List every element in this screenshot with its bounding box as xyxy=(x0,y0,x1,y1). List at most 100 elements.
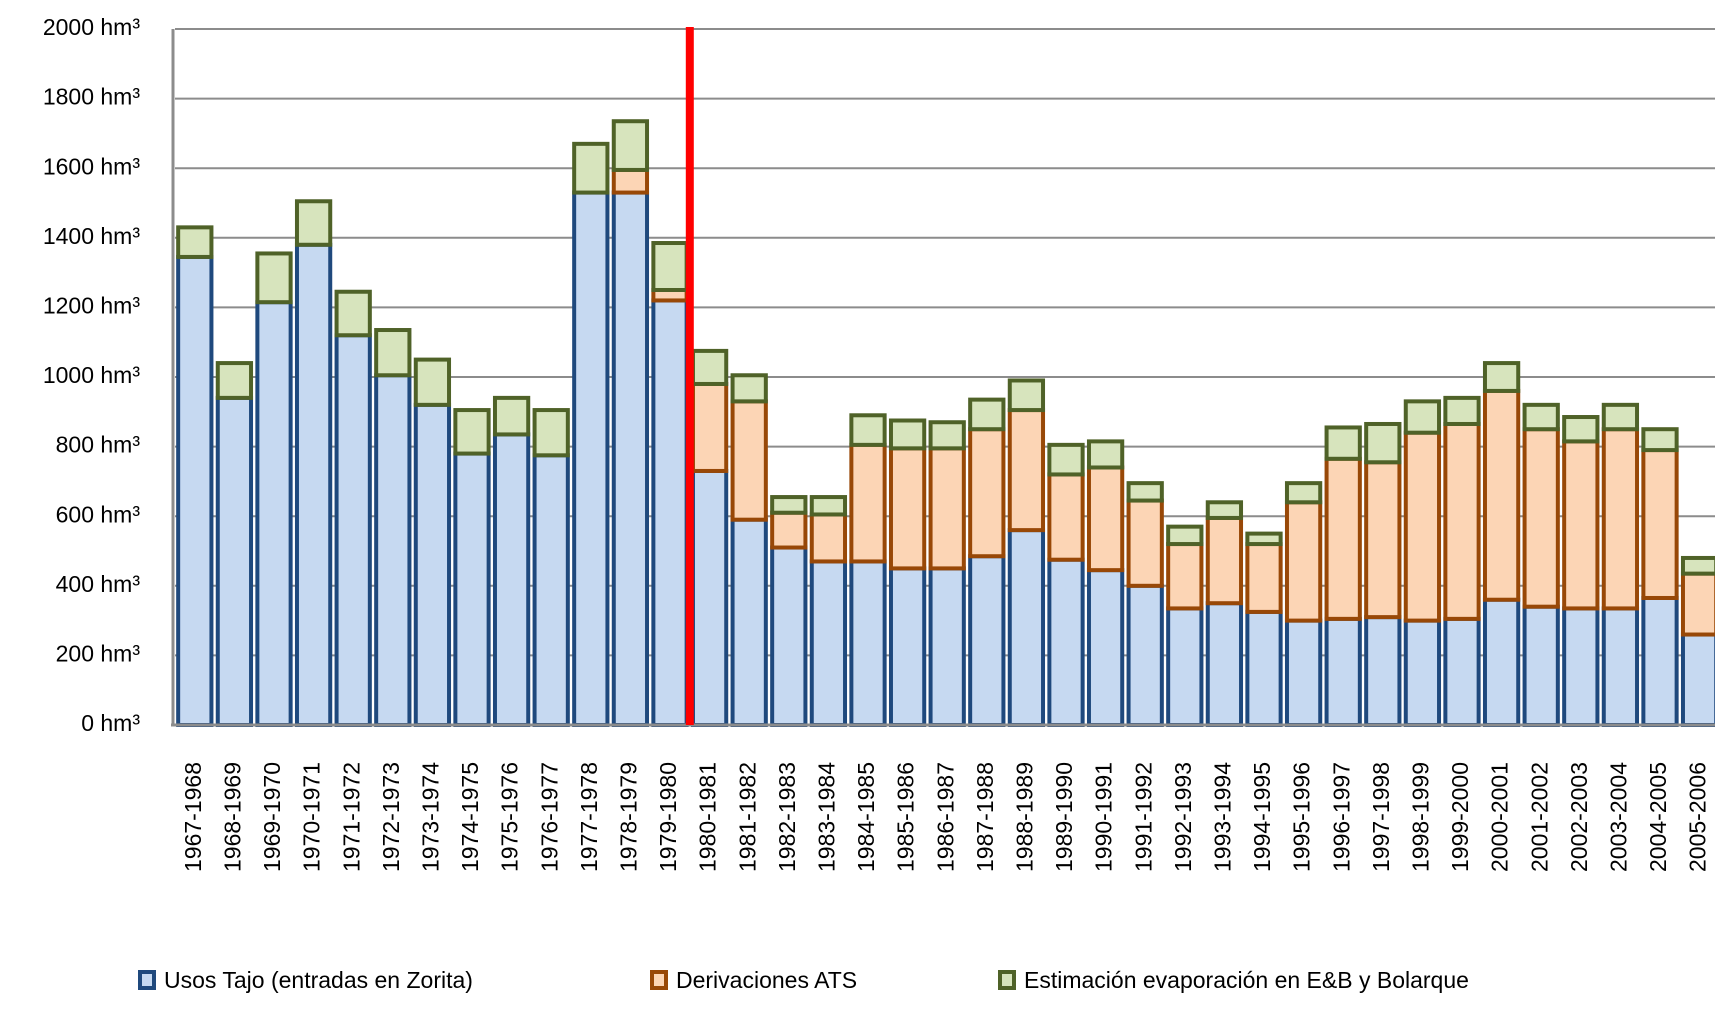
x-tick-label: 1996-1997 xyxy=(1328,762,1354,872)
bar-segment xyxy=(1403,430,1442,623)
y-tick-label: 1400 hm³ xyxy=(43,223,141,249)
bar-segment xyxy=(1086,568,1125,728)
y-tick-label: 200 hm³ xyxy=(56,640,141,666)
bar-segment xyxy=(255,300,293,727)
bar-segment xyxy=(1443,616,1481,727)
bar-segment xyxy=(176,254,214,727)
x-tick-label: 2003-2004 xyxy=(1605,762,1631,872)
bar-segment xyxy=(1641,448,1679,600)
y-tick-label: 0 hm³ xyxy=(81,710,140,736)
bar-segment xyxy=(928,566,966,728)
y-tick-label: 800 hm³ xyxy=(56,432,141,458)
x-tick-label: 1973-1974 xyxy=(417,762,443,872)
bar-segment xyxy=(492,395,531,437)
x-tick-label: 1981-1982 xyxy=(734,762,760,872)
bar-segment xyxy=(1562,606,1600,727)
bar-segment xyxy=(809,495,848,517)
bar-segment xyxy=(215,395,254,727)
bar-segment xyxy=(492,432,531,727)
bar-segment xyxy=(770,545,808,728)
x-tick-label: 1982-1983 xyxy=(774,762,800,872)
x-tick-label: 1986-1987 xyxy=(932,762,958,872)
x-tick-label: 1974-1975 xyxy=(457,762,483,872)
bar-segment xyxy=(1601,606,1640,727)
bar-segment xyxy=(532,453,570,727)
bar-segment xyxy=(334,289,372,338)
bar-segment xyxy=(1007,408,1046,533)
bar-segment xyxy=(968,554,1006,727)
bar-segment xyxy=(1403,399,1442,435)
bar-segment xyxy=(770,510,808,550)
bar-segment xyxy=(1601,402,1640,432)
bar-segment xyxy=(888,566,927,728)
bar-segment xyxy=(1641,427,1679,453)
x-tick-label: 1975-1976 xyxy=(497,762,523,872)
x-tick-label: 1988-1989 xyxy=(1011,762,1037,872)
bar-segment xyxy=(888,446,927,571)
bar-segment xyxy=(572,141,610,195)
x-tick-label: 1971-1972 xyxy=(338,762,364,872)
bar-segment xyxy=(1284,618,1323,727)
bar-segment xyxy=(611,190,650,727)
bar-segment xyxy=(1482,597,1521,727)
bar-segment xyxy=(1324,616,1362,727)
bar-segment xyxy=(374,373,412,727)
bar-segment xyxy=(374,328,412,378)
bar-segment xyxy=(255,251,293,305)
bar-segment xyxy=(1680,571,1715,637)
bar-segment xyxy=(1047,472,1085,562)
bar-segment xyxy=(928,420,966,451)
bar-segment xyxy=(1482,361,1521,393)
bar-segment xyxy=(1522,604,1560,727)
bar-segment xyxy=(1047,442,1085,477)
x-tick-label: 1976-1977 xyxy=(536,762,562,872)
bar-segment xyxy=(968,427,1006,559)
bar-segment xyxy=(1562,415,1600,444)
x-tick-label: 2000-2001 xyxy=(1487,762,1513,872)
x-tick-label: 1985-1986 xyxy=(893,762,919,872)
x-tick-label: 1967-1968 xyxy=(180,762,206,872)
bar-segment xyxy=(1205,500,1244,520)
bar-segment xyxy=(532,408,570,458)
bar-segment xyxy=(809,559,848,727)
bar-segment xyxy=(730,399,768,522)
bar-segment xyxy=(1086,439,1125,470)
y-tick-label: 1200 hm³ xyxy=(43,292,141,318)
bar-segment xyxy=(1641,595,1679,727)
y-tick-label: 600 hm³ xyxy=(56,501,141,527)
bar-segment xyxy=(294,242,333,727)
x-tick-label: 1995-1996 xyxy=(1289,762,1315,872)
x-tick-label: 1993-1994 xyxy=(1209,762,1235,872)
bar-segment xyxy=(1562,439,1600,611)
bar-segment xyxy=(572,190,610,727)
legend-label: Estimación evaporación en E&B y Bolarque xyxy=(1024,967,1469,993)
bar-segment xyxy=(1245,542,1283,614)
bar-segment xyxy=(334,333,372,727)
legend-swatch xyxy=(138,970,156,990)
bar-segment xyxy=(1443,421,1481,621)
x-tick-label: 1990-1991 xyxy=(1091,762,1117,872)
bar-segment xyxy=(1364,421,1402,465)
x-tick-label: 1998-1999 xyxy=(1407,762,1433,872)
bar-segment xyxy=(730,517,768,727)
bar-segment xyxy=(849,442,887,564)
x-tick-label: 1999-2000 xyxy=(1447,762,1473,872)
bar-segment xyxy=(849,559,887,727)
bar-segment xyxy=(1047,557,1085,728)
y-tick-label: 400 hm³ xyxy=(56,571,141,597)
bar-segment xyxy=(1205,515,1244,606)
bar-segment xyxy=(690,348,729,386)
bar-segment xyxy=(651,298,689,727)
bar-segment xyxy=(413,402,452,727)
x-tick-label: 1978-1979 xyxy=(615,762,641,872)
bar-segment xyxy=(1284,481,1323,505)
legend-swatch xyxy=(650,970,668,990)
bar-segment xyxy=(1364,615,1402,727)
bar-segment xyxy=(849,413,887,447)
bar-segment xyxy=(1443,395,1481,426)
bar-segment xyxy=(888,418,927,451)
bar-segment xyxy=(690,381,729,473)
bar-segment xyxy=(453,408,491,456)
bar-segment xyxy=(968,397,1006,432)
